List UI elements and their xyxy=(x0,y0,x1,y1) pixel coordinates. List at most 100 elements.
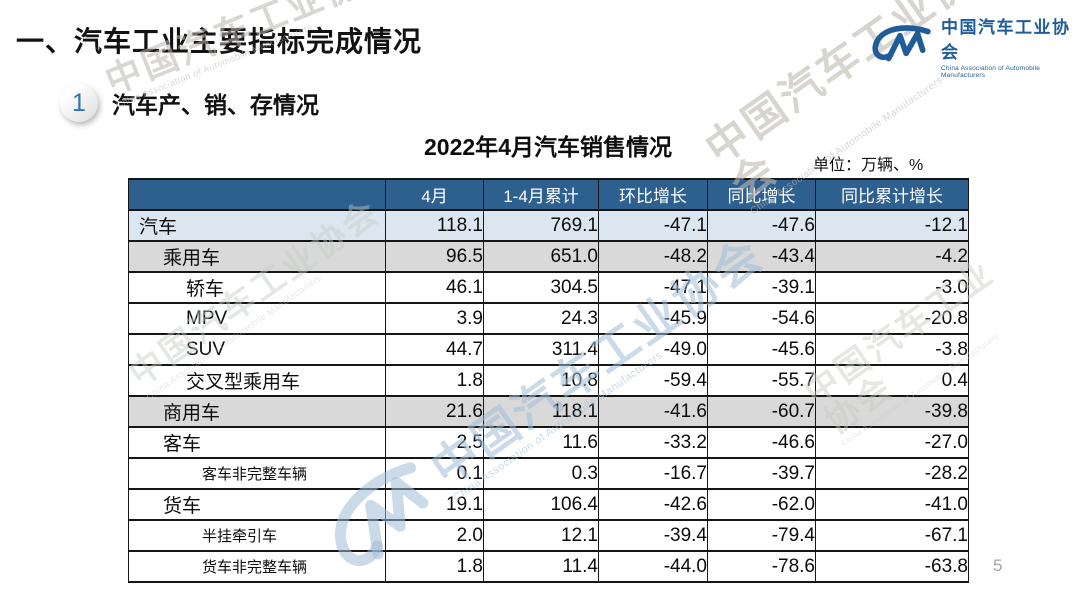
value-cell: -42.6 xyxy=(598,488,708,521)
value-cell: -62.0 xyxy=(707,488,816,521)
row-label: SUV xyxy=(128,333,386,366)
value-cell: -27.0 xyxy=(815,426,969,459)
value-cell: -54.6 xyxy=(707,302,816,335)
value-cell: 304.5 xyxy=(483,271,599,304)
value-cell: 2.5 xyxy=(385,426,484,459)
column-header: 环比增长 xyxy=(598,178,708,211)
table-title: 2022年4月汽车销售情况 xyxy=(424,134,672,160)
value-cell: 21.6 xyxy=(385,395,484,428)
table-row: 货车 19.1 106.4 -42.6 -62.0 -41.0 xyxy=(128,488,969,521)
value-cell: 24.3 xyxy=(483,302,599,335)
table-row: 半挂牵引车 2.0 12.1 -39.4 -79.4 -67.1 xyxy=(128,519,969,552)
value-cell: 11.6 xyxy=(483,426,599,459)
row-label: 货车 xyxy=(128,488,386,521)
column-header: 同比增长 xyxy=(707,178,816,211)
row-label: 交叉型乘用车 xyxy=(128,364,386,397)
unit-note: 单位：万辆、% xyxy=(813,157,924,174)
value-cell: -16.7 xyxy=(598,457,708,490)
column-header: 1-4月累计 xyxy=(483,178,599,211)
section-title: 汽车产、销、存情况 xyxy=(112,92,319,118)
value-cell: -33.2 xyxy=(598,426,708,459)
table-row: MPV 3.9 24.3 -45.9 -54.6 -20.8 xyxy=(128,302,969,335)
value-cell: -49.0 xyxy=(598,333,708,366)
value-cell: 96.5 xyxy=(385,240,484,273)
value-cell: 0.3 xyxy=(483,457,599,490)
column-header: 同比累计增长 xyxy=(815,178,969,211)
caam-logo: 中国汽车工业协会 China Association of Automobile… xyxy=(870,13,1080,79)
corner-header xyxy=(128,178,386,211)
table-row: 货车非完整车辆 1.8 11.4 -44.0 -78.6 -63.8 xyxy=(128,550,969,583)
column-header: 4月 xyxy=(385,178,484,211)
value-cell: -60.7 xyxy=(707,395,816,428)
value-cell: -78.6 xyxy=(707,550,816,583)
row-label: 客车 xyxy=(128,426,386,459)
value-cell: 3.9 xyxy=(385,302,484,335)
value-cell: -47.6 xyxy=(707,209,816,242)
value-cell: -47.1 xyxy=(598,209,708,242)
row-label: 客车非完整车辆 xyxy=(128,457,386,490)
value-cell: -63.8 xyxy=(815,550,969,583)
value-cell: -12.1 xyxy=(815,209,969,242)
table-row: 乘用车 96.5 651.0 -48.2 -43.4 -4.2 xyxy=(128,240,969,273)
table-row: 汽车 118.1 769.1 -47.1 -47.6 -12.1 xyxy=(128,209,969,242)
value-cell: 0.4 xyxy=(815,364,969,397)
value-cell: -20.8 xyxy=(815,302,969,335)
row-label: 汽车 xyxy=(128,209,386,242)
value-cell: -67.1 xyxy=(815,519,969,552)
table-row: 客车非完整车辆 0.1 0.3 -16.7 -39.7 -28.2 xyxy=(128,457,969,490)
caam-name-cn: 中国汽车工业协会 xyxy=(941,18,1071,62)
value-cell: -45.9 xyxy=(598,302,708,335)
section-header: 1 汽车产、销、存情况 xyxy=(60,84,319,122)
value-cell: -4.2 xyxy=(815,240,969,273)
value-cell: -39.4 xyxy=(598,519,708,552)
sales-table: 4月 1-4月累计 环比增长 同比增长 同比累计增长 汽车 118.1 769.1 -47.1… xyxy=(128,178,969,583)
value-cell: 1.8 xyxy=(385,364,484,397)
value-cell: 0.1 xyxy=(385,457,484,490)
row-label: MPV xyxy=(128,302,386,335)
caam-swoosh-icon xyxy=(870,22,932,71)
row-label: 轿车 xyxy=(128,271,386,304)
table-row: 客车 2.5 11.6 -33.2 -46.6 -27.0 xyxy=(128,426,969,459)
value-cell: -3.0 xyxy=(815,271,969,304)
value-cell: -41.6 xyxy=(598,395,708,428)
value-cell: -41.0 xyxy=(815,488,969,521)
value-cell: -39.8 xyxy=(815,395,969,428)
value-cell: -48.2 xyxy=(598,240,708,273)
value-cell: -47.1 xyxy=(598,271,708,304)
value-cell: -59.4 xyxy=(598,364,708,397)
row-label: 商用车 xyxy=(128,395,386,428)
row-label: 货车非完整车辆 xyxy=(128,550,386,583)
value-cell: 651.0 xyxy=(483,240,599,273)
value-cell: 106.4 xyxy=(483,488,599,521)
header-row: 4月 1-4月累计 环比增长 同比增长 同比累计增长 xyxy=(128,178,969,211)
value-cell: 1.8 xyxy=(385,550,484,583)
row-label: 乘用车 xyxy=(128,240,386,273)
value-cell: -55.7 xyxy=(707,364,816,397)
value-cell: -39.7 xyxy=(707,457,816,490)
value-cell: 118.1 xyxy=(385,209,484,242)
value-cell: 311.4 xyxy=(483,333,599,366)
value-cell: 10.8 xyxy=(483,364,599,397)
table-row: 轿车 46.1 304.5 -47.1 -39.1 -3.0 xyxy=(128,271,969,304)
table-row: 商用车 21.6 118.1 -41.6 -60.7 -39.8 xyxy=(128,395,969,428)
value-cell: 46.1 xyxy=(385,271,484,304)
page-number: 5 xyxy=(993,556,1003,575)
value-cell: 44.7 xyxy=(385,333,484,366)
page-title: 一、汽车工业主要指标完成情况 xyxy=(16,26,423,57)
sales-table-body: 汽车 118.1 769.1 -47.1 -47.6 -12.1 乘用车 96.5 651.0-… xyxy=(128,209,969,583)
section-number-badge: 1 xyxy=(60,84,98,122)
value-cell: -39.1 xyxy=(707,271,816,304)
value-cell: -43.4 xyxy=(707,240,816,273)
value-cell: -79.4 xyxy=(707,519,816,552)
caam-logo-text: 中国汽车工业协会 China Association of Automobile… xyxy=(941,13,1080,79)
value-cell: -46.6 xyxy=(707,426,816,459)
value-cell: -3.8 xyxy=(815,333,969,366)
row-label: 半挂牵引车 xyxy=(128,519,386,552)
table-row: 交叉型乘用车 1.8 10.8 -59.4 -55.7 0.4 xyxy=(128,364,969,397)
value-cell: -45.6 xyxy=(707,333,816,366)
value-cell: 12.1 xyxy=(483,519,599,552)
value-cell: 11.4 xyxy=(483,550,599,583)
table-row: SUV 44.7 311.4 -49.0 -45.6 -3.8 xyxy=(128,333,969,366)
caam-name-en: China Association of Automobile Manufact… xyxy=(941,65,1041,79)
